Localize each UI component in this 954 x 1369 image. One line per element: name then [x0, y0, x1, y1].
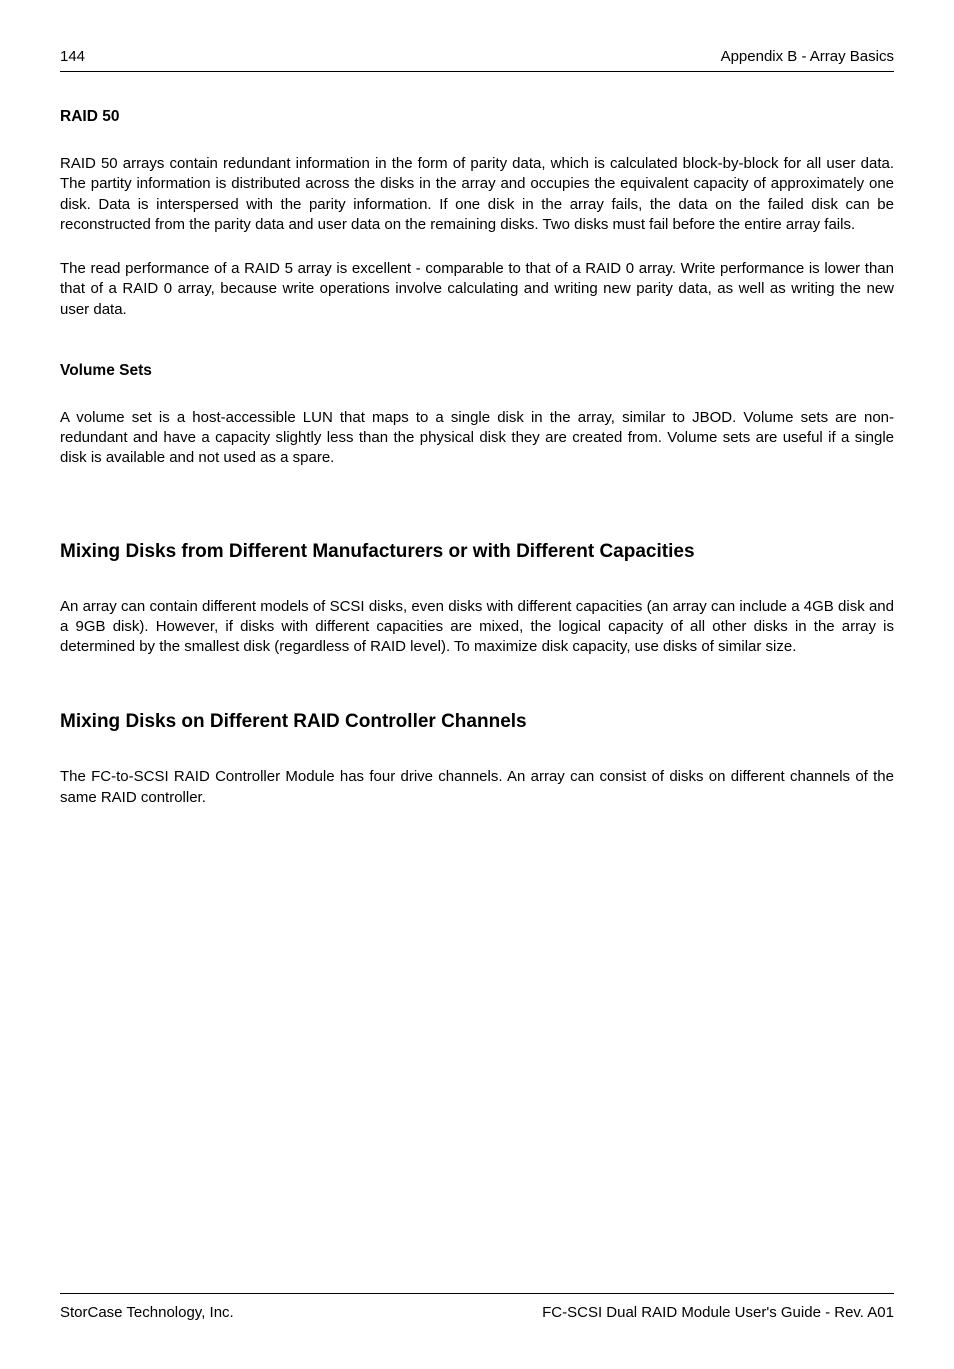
heading-mixing-channels: Mixing Disks on Different RAID Controlle…	[60, 711, 894, 733]
page-number: 144	[60, 48, 85, 65]
para-raid50-1: RAID 50 arrays contain redundant informa…	[60, 154, 894, 235]
heading-volume-sets: Volume Sets	[60, 362, 894, 380]
footer-left: StorCase Technology, Inc.	[60, 1304, 234, 1321]
heading-raid50: RAID 50	[60, 108, 894, 126]
page-footer: StorCase Technology, Inc. FC-SCSI Dual R…	[60, 1293, 894, 1321]
page-header: 144 Appendix B - Array Basics	[60, 48, 894, 72]
para-mixing-mfr-1: An array can contain different models of…	[60, 597, 894, 658]
page: 144 Appendix B - Array Basics RAID 50 RA…	[0, 0, 954, 1369]
spacer	[60, 493, 894, 511]
para-mixing-channels-1: The FC-to-SCSI RAID Controller Module ha…	[60, 767, 894, 808]
heading-mixing-manufacturers: Mixing Disks from Different Manufacturer…	[60, 541, 894, 563]
spacer	[60, 344, 894, 362]
footer-right: FC-SCSI Dual RAID Module User's Guide - …	[542, 1304, 894, 1321]
para-raid50-2: The read performance of a RAID 5 array i…	[60, 259, 894, 320]
para-volume-sets-1: A volume set is a host-accessible LUN th…	[60, 408, 894, 469]
header-section: Appendix B - Array Basics	[721, 48, 894, 65]
